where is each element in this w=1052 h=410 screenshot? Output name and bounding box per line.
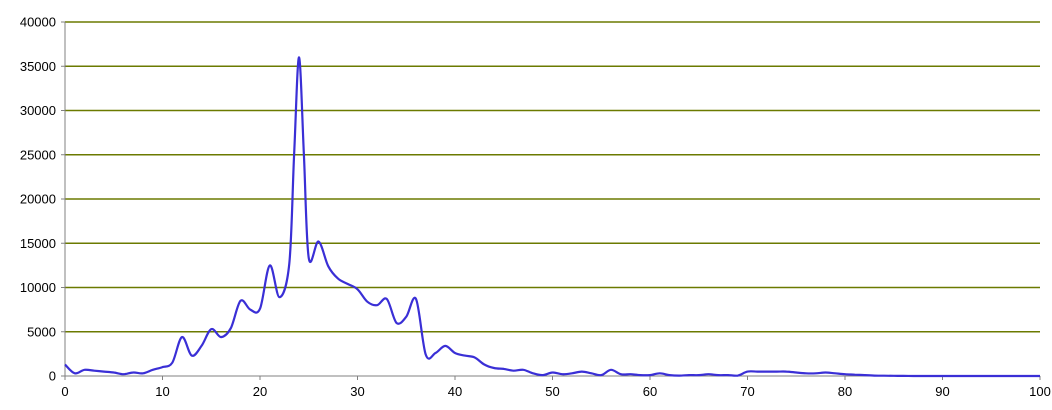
x-tick-label: 80 [838, 384, 852, 399]
x-tick-label: 30 [350, 384, 364, 399]
y-tick-label: 10000 [20, 280, 56, 295]
x-tick-label: 50 [545, 384, 559, 399]
y-tick-label: 5000 [27, 324, 56, 339]
y-axis-tick-labels: 0 5000 10000 15000 20000 25000 30000 35000 40000 [20, 15, 56, 384]
y-tick-label: 0 [49, 369, 56, 384]
x-tick-label: 100 [1029, 384, 1051, 399]
y-tick-label: 15000 [20, 236, 56, 251]
x-tick-label: 10 [155, 384, 169, 399]
y-tick-label: 20000 [20, 192, 56, 207]
x-tick-label: 70 [740, 384, 754, 399]
gridlines [65, 21, 1040, 333]
series-layer [64, 56, 1040, 378]
x-axis-tick-labels: 0 10 20 30 40 50 60 70 80 90 100 [61, 384, 1050, 399]
axes [61, 21, 1041, 380]
y-tick-label: 40000 [20, 15, 56, 30]
series-line [64, 56, 1040, 378]
x-tick-label: 0 [61, 384, 68, 399]
y-tick-label: 30000 [20, 103, 56, 118]
y-tick-label: 25000 [20, 147, 56, 162]
x-tick-label: 20 [253, 384, 267, 399]
x-tick-label: 60 [643, 384, 657, 399]
x-tick-label: 40 [448, 384, 462, 399]
x-tick-label: 90 [935, 384, 949, 399]
y-tick-label: 35000 [20, 59, 56, 74]
